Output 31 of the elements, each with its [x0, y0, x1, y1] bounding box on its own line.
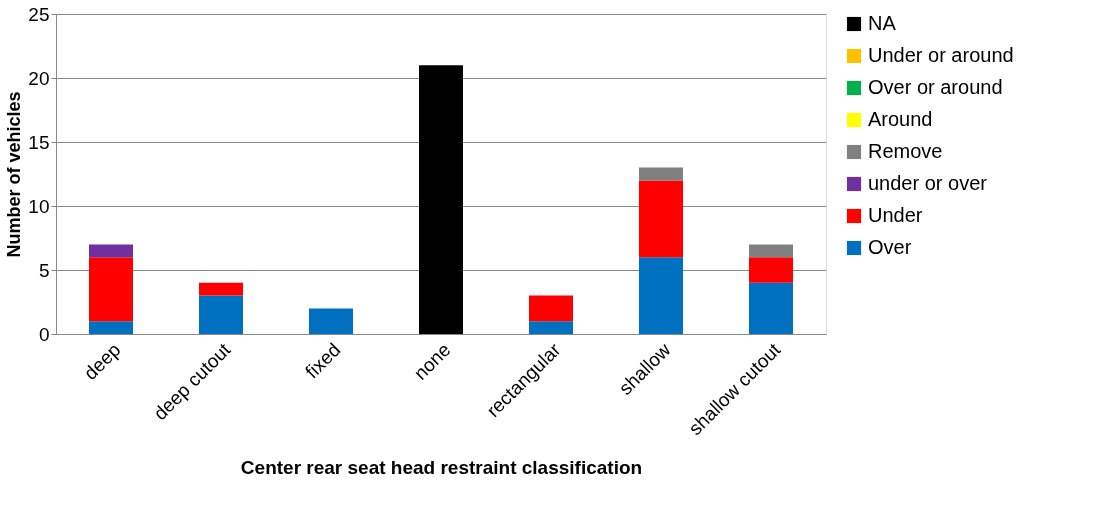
legend-label: Around: [868, 108, 933, 130]
y-tick-label: 25: [28, 3, 50, 25]
y-tick-label: 15: [28, 131, 50, 153]
legend-label: NA: [868, 12, 897, 34]
legend-label: Over or around: [868, 76, 1003, 98]
bar: [529, 295, 573, 322]
bar: [639, 180, 683, 258]
bar: [309, 308, 353, 334]
bar: [89, 244, 133, 258]
bar: [89, 257, 133, 322]
x-axis-title: Center rear seat head restraint classification: [240, 457, 643, 479]
y-tick-label: 0: [38, 323, 50, 345]
bar: [199, 282, 243, 296]
y-axis-title: Number of vehicles: [4, 91, 25, 258]
bar: [199, 295, 243, 334]
bar: [749, 257, 793, 283]
bar: [529, 321, 573, 334]
bar: [639, 167, 683, 181]
y-tick-label: 20: [28, 67, 50, 89]
y-tick-label: 10: [28, 195, 50, 217]
bar: [749, 244, 793, 258]
legend-label: under or over: [868, 172, 988, 194]
legend-label: Under: [868, 204, 923, 226]
bar: [419, 65, 463, 334]
bar: [749, 282, 793, 334]
bar: [639, 257, 683, 334]
bar: [89, 321, 133, 334]
legend-label: Under or around: [868, 44, 1014, 66]
y-tick-label: 5: [38, 259, 50, 281]
legend-label: Over: [868, 236, 912, 258]
legend-label: Remove: [868, 140, 943, 162]
